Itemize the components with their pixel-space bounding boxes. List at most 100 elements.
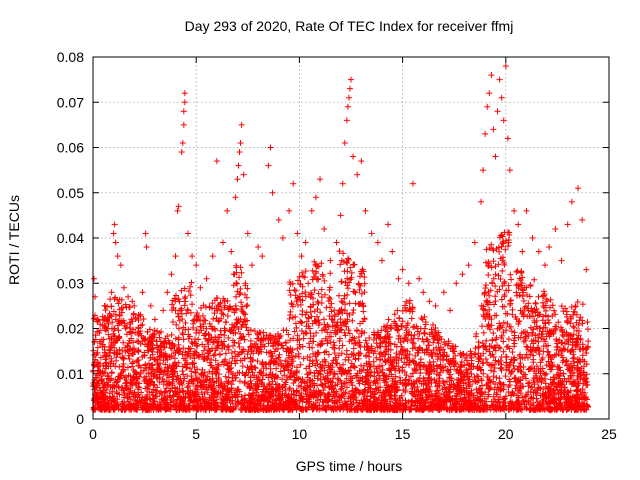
data-point [502,246,509,253]
data-point [130,339,137,346]
data-point [492,153,499,160]
data-points [90,63,592,413]
data-point [115,300,122,307]
data-point [119,347,126,354]
data-point [174,207,181,214]
data-point [233,279,240,286]
data-point [338,278,345,285]
data-point [511,340,518,347]
data-point [294,230,301,237]
data-point [512,385,519,392]
data-point [337,316,344,323]
data-point [500,117,507,124]
data-point [510,337,517,344]
data-point [180,336,187,343]
data-point [240,171,247,178]
data-point [421,330,428,337]
data-point [208,356,215,363]
data-point [371,332,378,339]
data-point [282,387,289,394]
data-point [563,329,570,336]
data-point [352,300,359,307]
data-point [374,239,381,246]
data-point [193,262,200,269]
data-point [402,304,409,311]
data-point [275,216,282,223]
data-point [242,280,249,287]
data-point [315,290,322,297]
data-point [484,298,491,305]
data-point [225,334,232,341]
data-point [238,121,245,128]
data-point [351,261,358,268]
data-point [318,381,325,388]
data-point [173,292,180,299]
data-point [345,357,352,364]
data-point [102,307,109,314]
data-point [335,292,342,299]
data-point [185,288,192,295]
data-point [231,271,238,278]
data-point [309,267,316,274]
data-point [532,300,539,307]
data-point [551,307,558,314]
data-point [168,271,175,278]
data-point [175,341,182,348]
data-point [537,359,544,366]
data-point [489,351,496,358]
data-point [343,375,350,382]
data-point [531,276,538,283]
data-point [385,343,392,350]
data-point [195,336,202,343]
data-point [459,271,466,278]
data-point [471,239,478,246]
data-point [169,318,176,325]
data-point [384,322,391,329]
data-point [234,176,241,183]
axis-tick-labels: 0 5 10 15 20 2500.010.020.030.040.050.060.070… [57,49,617,442]
data-point [345,94,352,101]
data-point [112,239,119,246]
data-point [575,185,582,192]
data-point [354,171,361,178]
data-point [217,300,224,307]
data-point [492,283,499,290]
data-point [411,331,418,338]
data-point [156,334,163,341]
data-point [160,307,167,314]
data-point [189,253,196,260]
data-point [547,296,554,303]
data-point [399,307,406,314]
data-point [189,301,196,308]
data-point [507,271,514,278]
data-point [336,345,343,352]
data-point [111,221,118,228]
data-point [142,230,149,237]
data-point [238,393,245,400]
y-tick-label: 0.02 [57,321,84,337]
x-tick-label: 15 [395,426,411,442]
data-point [549,312,556,319]
data-point [442,363,449,370]
data-point [542,262,549,269]
data-point [129,298,136,305]
data-point [139,289,146,296]
data-point [436,347,443,354]
y-tick-label: 0 [76,411,84,427]
data-point [216,334,223,341]
data-point [497,380,504,387]
data-point [435,329,442,336]
data-point [331,313,338,320]
data-point [108,289,115,296]
data-point [184,230,191,237]
data-point [440,289,447,296]
data-point [505,364,512,371]
data-point [398,355,405,362]
data-point [175,359,182,366]
data-point [337,212,344,219]
data-point [243,294,250,301]
data-point [480,370,487,377]
data-point [327,339,334,346]
data-point [322,406,329,413]
data-point [233,293,240,300]
